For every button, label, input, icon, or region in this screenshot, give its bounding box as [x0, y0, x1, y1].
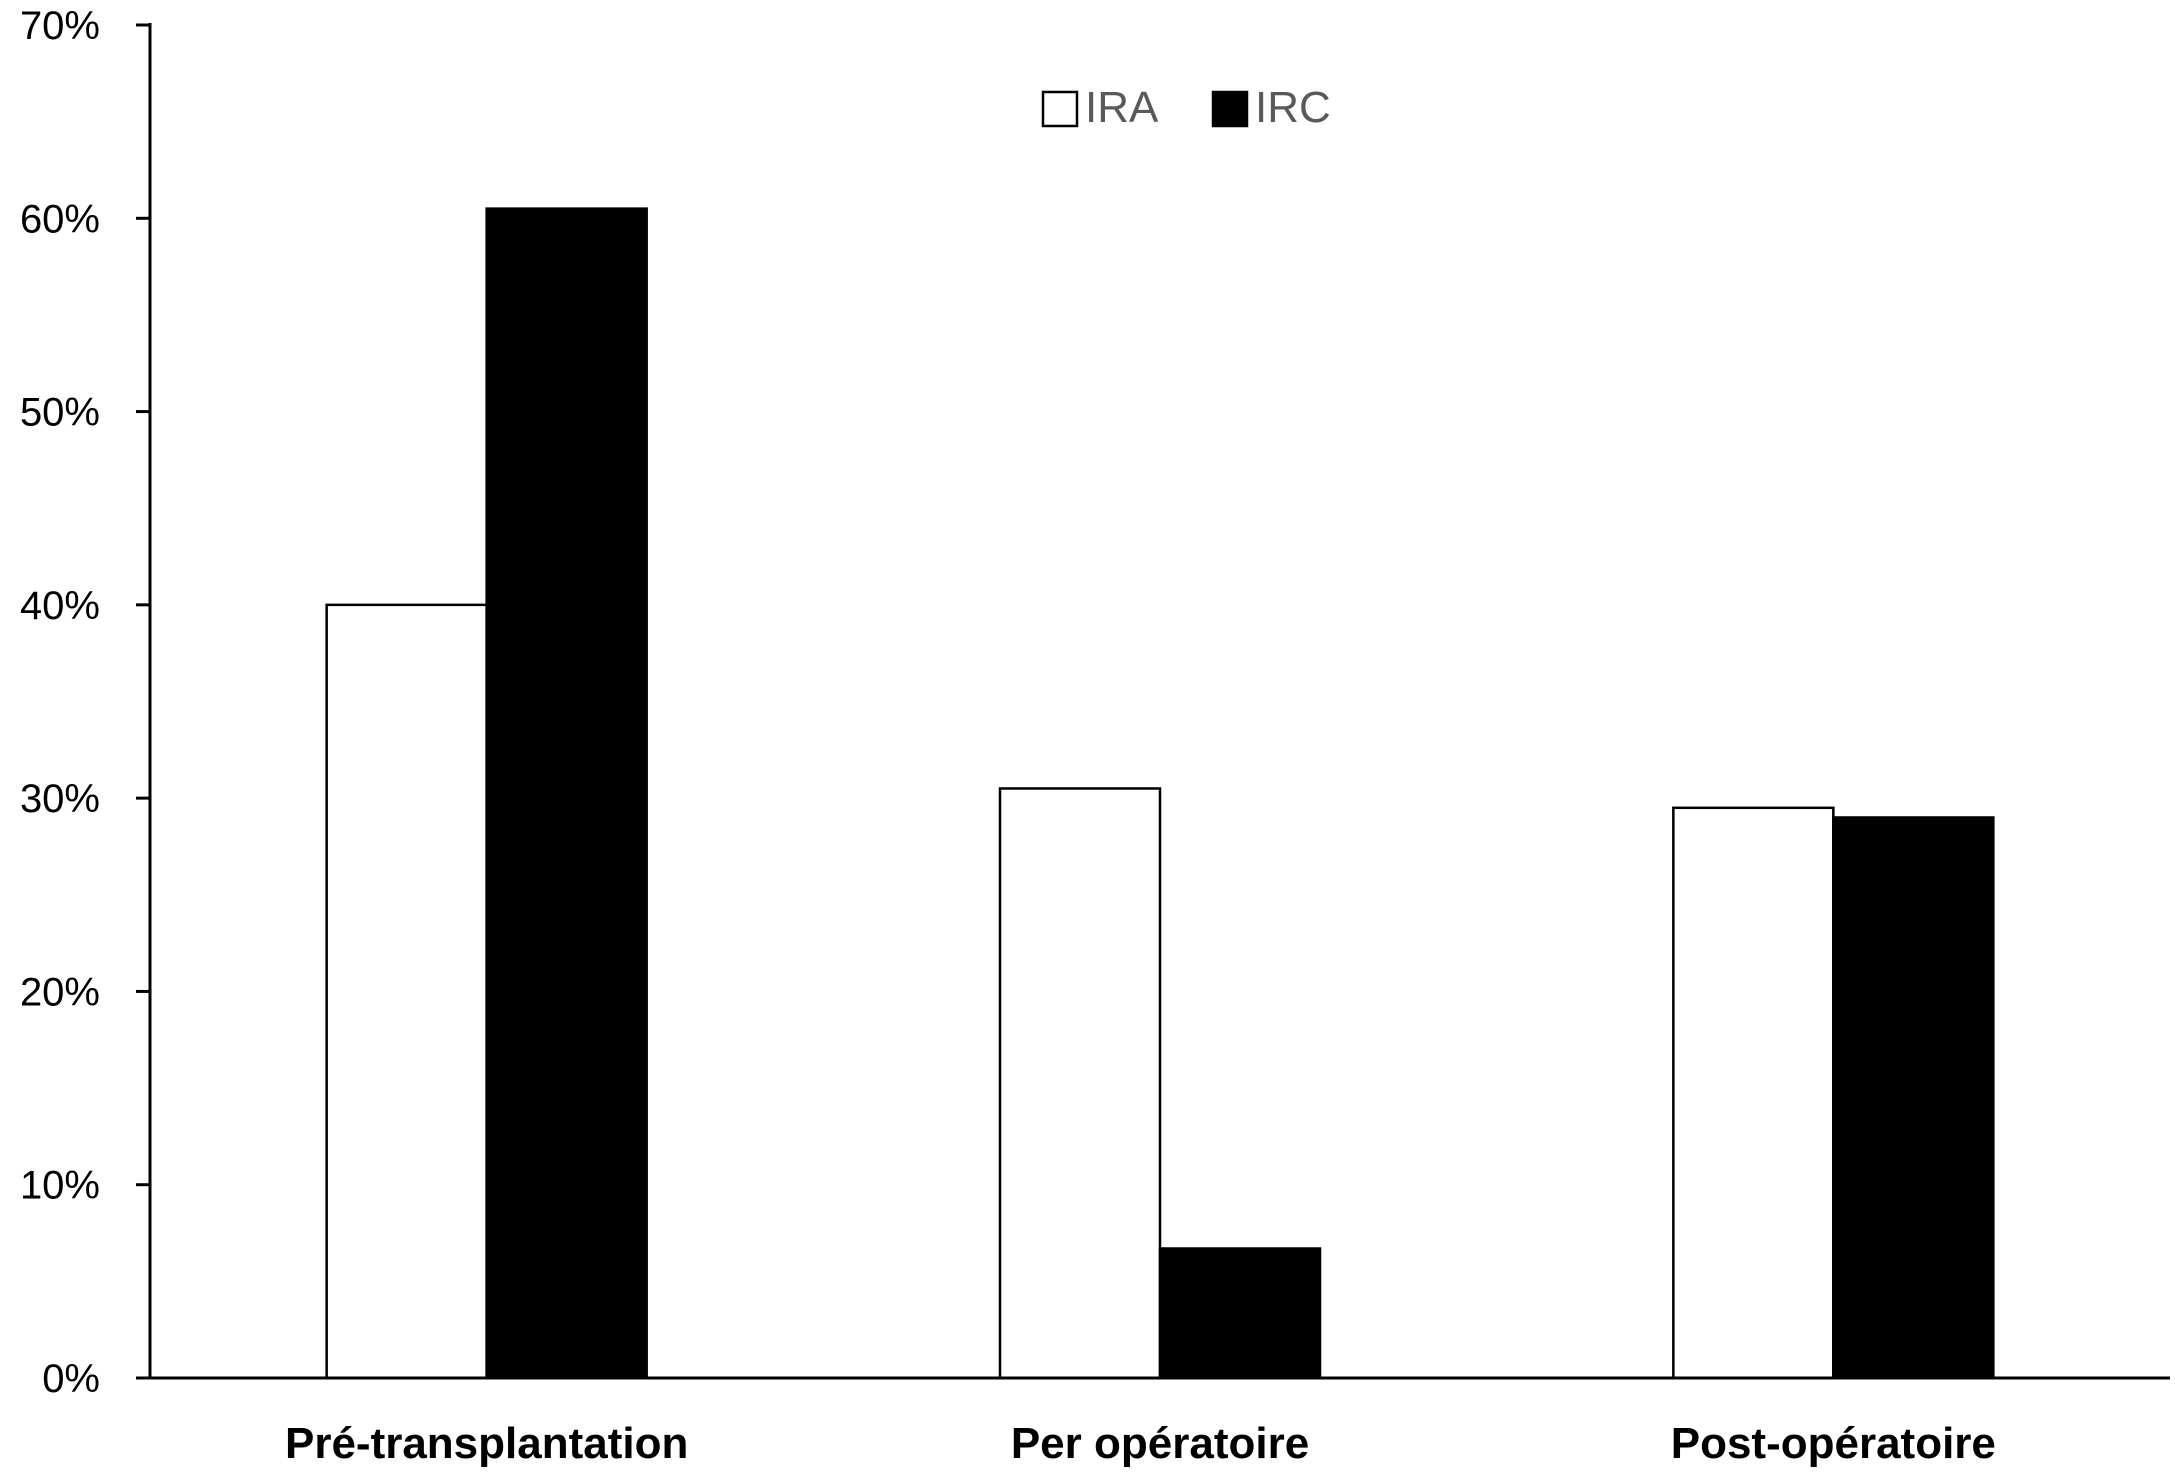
legend-swatch-irc [1211, 90, 1249, 128]
x-category-label: Post-opératoire [1671, 1419, 1996, 1468]
bar-irc-2 [1832, 816, 1995, 1380]
legend-label-irc: IRC [1255, 83, 1331, 132]
y-tick-label: 0% [42, 1357, 100, 1401]
legend: IRA IRC [1041, 83, 1331, 132]
bar-ira-1 [998, 787, 1162, 1380]
x-axis: Pré-transplantation Per opératoire Post-op… [150, 1376, 2170, 1468]
y-tick-label: 20% [20, 970, 100, 1014]
x-category-label: Per opératoire [1011, 1419, 1309, 1468]
y-tick-label: 10% [20, 1164, 100, 1208]
y-axis: 0% 10% 20% 30% 40% 50% 60% 70% [20, 4, 152, 1401]
bar-irc-0 [485, 207, 648, 1380]
y-tick-label: 60% [20, 197, 100, 241]
bars [325, 207, 1995, 1380]
bar-ira-2 [1672, 806, 1835, 1380]
y-tick-label: 30% [20, 777, 100, 821]
bar-irc-1 [1158, 1247, 1322, 1380]
legend-label-ira: IRA [1085, 83, 1159, 132]
x-category-label: Pré-transplantation [285, 1419, 688, 1468]
y-tick-label: 40% [20, 584, 100, 628]
y-tick-label: 70% [20, 4, 100, 48]
bar-ira-0 [325, 603, 488, 1380]
legend-swatch-ira [1041, 90, 1079, 128]
y-tick-label: 50% [20, 391, 100, 435]
